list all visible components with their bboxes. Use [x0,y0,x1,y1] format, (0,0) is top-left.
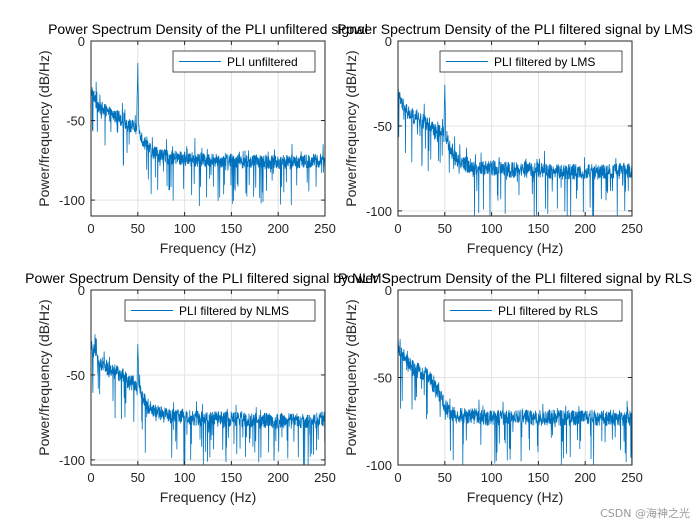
subplot-1: 0 50 100 150 200 250 0 -50 -100 Frequency (Hz) Pow… [36,21,368,256]
x-tick-label: 250 [621,470,643,485]
y-tick-label: 0 [78,34,85,49]
x-tick-label: 250 [314,470,336,485]
legend-box [443,299,623,322]
legend: PLI unfiltered [172,50,316,73]
y-tick-label: -50 [373,119,392,134]
x-tick-label: 0 [87,221,94,236]
y-tick-label: -100 [366,204,392,219]
y-tick-label: -100 [366,458,392,473]
x-tick-label: 250 [621,221,643,236]
chart-title: Power Spectrum Density of the PLI filter… [25,270,391,286]
psd-line [397,338,633,465]
subplot-4: 0 50 100 150 200 250 0 -50 -100 Frequency (Hz) Pow… [338,270,692,505]
x-tick-label: 150 [528,221,550,236]
psd-line [90,334,326,465]
x-axis-label: Frequency (Hz) [467,240,563,256]
axes-box [90,40,326,217]
subplot-3: 0 50 100 150 200 250 0 -50 -100 Frequency (Hz) Pow… [25,270,391,505]
x-axis-label: Frequency (Hz) [160,489,256,505]
x-tick-label: 150 [221,470,243,485]
chart-title: Power Spectrum Density of the PLI filter… [338,270,692,286]
legend-label: PLI unfiltered [227,55,298,69]
legend-box [124,299,316,322]
y-axis-label: Power/frequency (dB/Hz) [36,50,52,206]
psd-line [90,62,326,207]
x-tick-label: 200 [267,221,289,236]
chart-title: Power Spectrum Density of the PLI filter… [337,21,693,37]
x-tick-label: 150 [221,221,243,236]
chart-title: Power Spectrum Density of the PLI unfilt… [48,21,368,37]
x-tick-label: 100 [481,221,503,236]
y-tick-label: -100 [59,453,85,468]
y-axis-label: Power/frequency (dB/Hz) [343,299,359,455]
x-tick-label: 50 [438,470,452,485]
legend: PLI filtered by NLMS [124,299,316,322]
psd-line [397,84,633,216]
axes-box [90,289,326,466]
legend-box [172,50,316,73]
y-tick-label: -100 [59,193,85,208]
y-tick-label: 0 [78,283,85,298]
x-tick-label: 50 [131,470,145,485]
x-tick-label: 200 [267,470,289,485]
x-tick-label: 150 [528,470,550,485]
y-tick-label: -50 [373,371,392,386]
watermark-text: CSDN @海神之光 [600,506,690,520]
legend-label: PLI filtered by NLMS [179,304,289,318]
x-tick-label: 250 [314,221,336,236]
x-tick-label: 0 [87,470,94,485]
y-tick-label: -50 [66,114,85,129]
subplot-2: 0 50 100 150 200 250 0 -50 -100 Frequency (Hz) Pow… [337,21,693,256]
axes-box [397,40,633,217]
y-tick-label: 0 [385,34,392,49]
x-tick-label: 200 [574,221,596,236]
x-tick-label: 0 [394,470,401,485]
legend: PLI filtered by LMS [439,50,623,73]
x-tick-label: 100 [481,470,503,485]
y-axis-label: Power/frequency (dB/Hz) [343,50,359,206]
x-tick-label: 50 [438,221,452,236]
x-tick-label: 100 [174,221,196,236]
legend-label: PLI filtered by RLS [498,304,598,318]
y-tick-label: -50 [66,368,85,383]
x-axis-label: Frequency (Hz) [467,489,563,505]
y-axis-label: Power/frequency (dB/Hz) [36,299,52,455]
x-axis-label: Frequency (Hz) [160,240,256,256]
legend: PLI filtered by RLS [443,299,623,322]
legend-box [439,50,623,73]
legend-label: PLI filtered by LMS [494,55,595,69]
x-tick-label: 100 [174,470,196,485]
y-tick-label: 0 [385,283,392,298]
x-tick-label: 200 [574,470,596,485]
x-tick-label: 50 [131,221,145,236]
x-tick-label: 0 [394,221,401,236]
